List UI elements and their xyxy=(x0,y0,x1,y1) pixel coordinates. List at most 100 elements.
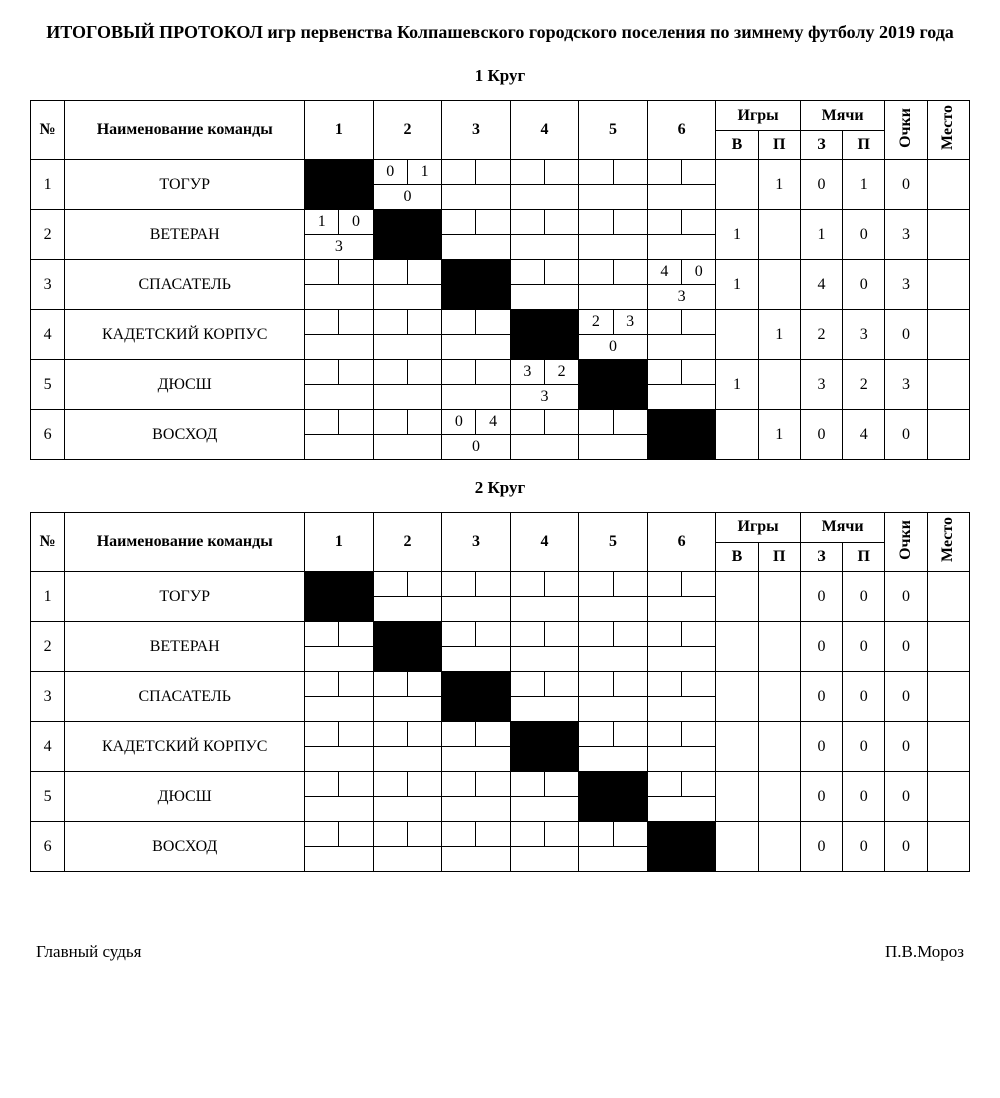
diagonal-cell xyxy=(579,772,648,822)
score-b xyxy=(476,722,510,747)
stat-place xyxy=(927,572,969,622)
score-a xyxy=(442,822,476,847)
score-b: 1 xyxy=(407,160,441,185)
score-a: 1 xyxy=(305,210,339,235)
score-a xyxy=(305,360,339,385)
score-a xyxy=(442,722,476,747)
score-b xyxy=(613,410,647,435)
score-a xyxy=(510,410,544,435)
header-opponent: 5 xyxy=(579,101,648,160)
header-opponent: 6 xyxy=(647,513,716,572)
row-num: 3 xyxy=(31,672,65,722)
score-a xyxy=(647,672,681,697)
header-num: № xyxy=(31,101,65,160)
score-a xyxy=(442,210,476,235)
score-pts xyxy=(579,647,648,672)
stat-wins xyxy=(716,622,758,672)
score-a: 0 xyxy=(442,410,476,435)
score-b: 2 xyxy=(545,360,579,385)
score-b xyxy=(545,622,579,647)
score-a xyxy=(579,622,613,647)
score-a xyxy=(305,410,339,435)
score-b: 3 xyxy=(613,310,647,335)
score-a xyxy=(647,310,681,335)
header-goals-against: П xyxy=(843,542,885,571)
header-opponent: 2 xyxy=(373,101,442,160)
score-pts xyxy=(579,185,648,210)
score-pts xyxy=(510,435,579,460)
stat-goals-against: 0 xyxy=(843,572,885,622)
header-place: Место xyxy=(927,101,969,160)
score-pts xyxy=(579,285,648,310)
score-b xyxy=(682,210,716,235)
score-pts: 3 xyxy=(305,235,374,260)
score-pts xyxy=(373,697,442,722)
stat-goals-against: 0 xyxy=(843,210,885,260)
stat-place xyxy=(927,772,969,822)
team-name: КАДЕТСКИЙ КОРПУС xyxy=(65,310,305,360)
score-b xyxy=(545,260,579,285)
score-pts xyxy=(305,335,374,360)
stat-place xyxy=(927,210,969,260)
stat-losses: 1 xyxy=(758,310,800,360)
score-pts xyxy=(305,797,374,822)
score-pts xyxy=(442,597,511,622)
score-b xyxy=(407,410,441,435)
score-pts xyxy=(373,435,442,460)
stat-wins: 1 xyxy=(716,210,758,260)
stat-losses xyxy=(758,360,800,410)
stat-wins xyxy=(716,572,758,622)
referee-name: П.В.Мороз xyxy=(885,942,964,962)
team-name: ТОГУР xyxy=(65,572,305,622)
score-a xyxy=(305,672,339,697)
score-a xyxy=(510,572,544,597)
stat-goals-for: 0 xyxy=(800,572,842,622)
score-a xyxy=(510,672,544,697)
stat-wins xyxy=(716,672,758,722)
header-opponent: 1 xyxy=(305,513,374,572)
score-b xyxy=(407,360,441,385)
score-b xyxy=(476,210,510,235)
stat-goals-against: 0 xyxy=(843,772,885,822)
row-num: 4 xyxy=(31,310,65,360)
row-num: 2 xyxy=(31,622,65,672)
stat-goals-against: 0 xyxy=(843,672,885,722)
stat-losses xyxy=(758,822,800,872)
score-pts xyxy=(442,747,511,772)
score-pts xyxy=(579,847,648,872)
score-a xyxy=(647,722,681,747)
score-pts xyxy=(647,235,716,260)
referee-role: Главный судья xyxy=(36,942,141,962)
score-b xyxy=(545,572,579,597)
team-name: ТОГУР xyxy=(65,160,305,210)
score-b xyxy=(613,260,647,285)
score-pts xyxy=(579,597,648,622)
score-a xyxy=(579,822,613,847)
header-games: Игры xyxy=(716,513,801,542)
score-pts xyxy=(647,747,716,772)
score-pts xyxy=(647,647,716,672)
score-a xyxy=(579,210,613,235)
score-b xyxy=(339,822,373,847)
header-goals-for: З xyxy=(800,130,842,159)
score-b xyxy=(545,410,579,435)
score-b xyxy=(476,310,510,335)
score-b xyxy=(682,310,716,335)
score-pts xyxy=(305,647,374,672)
score-pts xyxy=(442,847,511,872)
row-num: 1 xyxy=(31,160,65,210)
score-b xyxy=(682,672,716,697)
score-pts: 3 xyxy=(510,385,579,410)
stat-goals-against: 0 xyxy=(843,622,885,672)
score-pts xyxy=(305,385,374,410)
score-a xyxy=(442,360,476,385)
header-opponent: 6 xyxy=(647,101,716,160)
stat-goals-for: 2 xyxy=(800,310,842,360)
score-b xyxy=(476,822,510,847)
stat-wins: 1 xyxy=(716,260,758,310)
header-opponent: 1 xyxy=(305,101,374,160)
score-a: 3 xyxy=(510,360,544,385)
score-pts xyxy=(647,597,716,622)
score-a xyxy=(305,260,339,285)
score-b xyxy=(339,772,373,797)
